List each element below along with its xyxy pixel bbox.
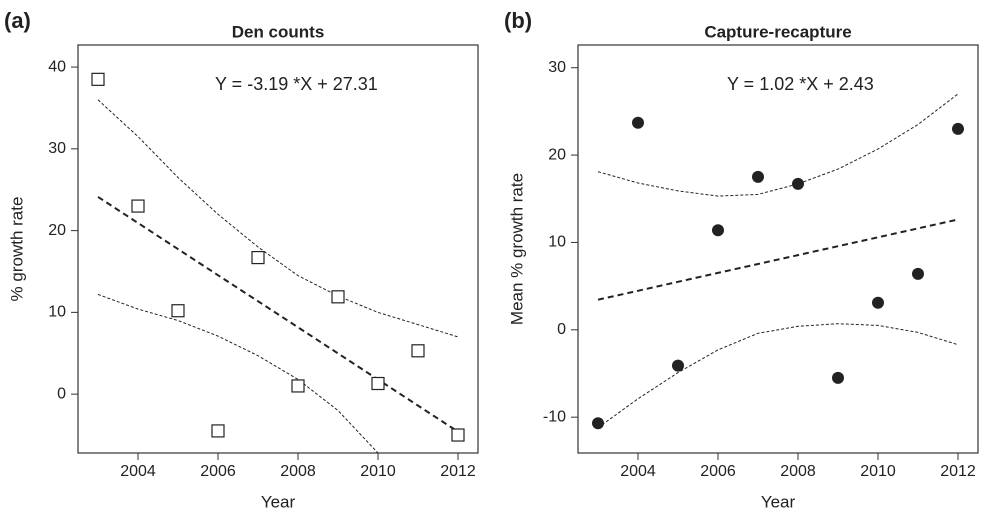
x-axis-label: Year [761, 492, 796, 511]
y-tick-label: 20 [548, 146, 566, 163]
plot-area [597, 93, 959, 429]
x-tick-label: 2004 [120, 463, 156, 480]
x-tick-label: 2006 [700, 463, 736, 480]
data-point [291, 379, 305, 393]
data-point [832, 371, 844, 384]
x-tick-label: 2008 [280, 463, 316, 480]
confidence-band-upper [597, 93, 959, 197]
confidence-band-lower [597, 323, 959, 429]
x-tick-label: 2008 [780, 463, 816, 480]
data-point [712, 224, 724, 237]
y-tick-label: 20 [48, 222, 66, 239]
y-axis-label: % growth rate [7, 197, 26, 302]
plot-area [97, 99, 459, 453]
data-point [672, 359, 684, 372]
data-point [331, 290, 345, 304]
x-tick-label: 2010 [360, 463, 396, 480]
data-point [251, 250, 265, 265]
y-tick-label: 10 [548, 234, 566, 251]
y-tick-label: 40 [48, 58, 66, 75]
plot-frame [577, 44, 979, 454]
chart-title: Den counts [232, 22, 325, 41]
x-tick-label: 2012 [440, 463, 476, 480]
data-point [872, 296, 884, 309]
equation: Y = -3.19 *X + 27.31 [215, 74, 378, 94]
data-point [912, 267, 924, 280]
data-point [632, 116, 644, 129]
equation: Y = 1.02 *X + 2.43 [727, 74, 874, 94]
plot-frame [77, 44, 479, 454]
panel-label: (b) [504, 8, 532, 33]
data-point [91, 72, 105, 86]
data-point [952, 122, 964, 135]
data-point [792, 177, 804, 190]
x-tick-label: 2010 [860, 463, 896, 480]
confidence-band-upper [97, 99, 459, 338]
chart-title: Capture-recapture [704, 22, 851, 41]
y-tick-label: 30 [548, 59, 566, 76]
confidence-band-lower [97, 293, 379, 453]
data-point [592, 417, 604, 430]
data-point [411, 344, 425, 358]
data-point [171, 304, 185, 318]
y-tick-label: 0 [557, 321, 566, 338]
data-point [211, 424, 225, 438]
y-tick-label: 0 [57, 385, 66, 402]
y-axis-label: Mean % growth rate [507, 173, 526, 325]
data-point [371, 376, 385, 391]
y-tick-label: -10 [543, 408, 566, 425]
data-point [451, 428, 465, 442]
data-point [752, 170, 764, 183]
x-axis-label: Year [261, 492, 296, 511]
regression-line [597, 218, 959, 301]
panel-label: (a) [4, 8, 31, 33]
data-point [131, 199, 145, 213]
x-tick-label: 2012 [940, 463, 976, 480]
regression-line [97, 196, 459, 433]
y-tick-label: 30 [48, 140, 66, 157]
panel: (a) Den counts 2004 2006 2008 2010 2012 0 10 20 30… [4, 8, 479, 511]
y-tick-label: 10 [48, 304, 66, 321]
x-tick-label: 2004 [620, 463, 656, 480]
x-tick-label: 2006 [200, 463, 236, 480]
